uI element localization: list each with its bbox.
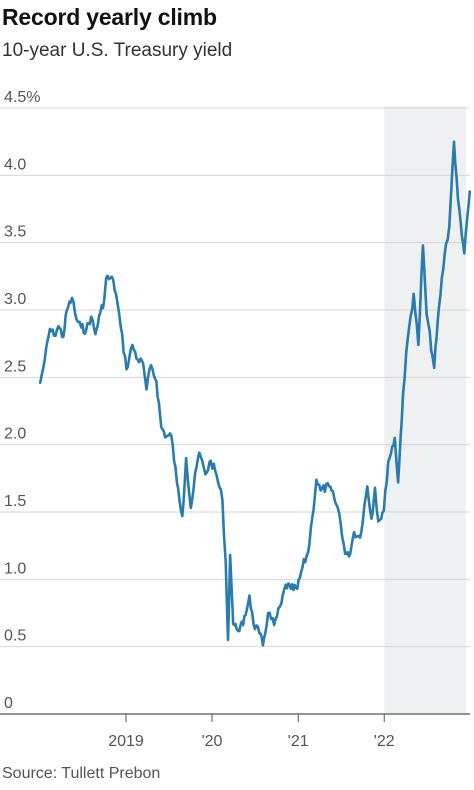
x-tick-label: '22 xyxy=(374,733,395,750)
y-tick-label: 3.0 xyxy=(4,291,26,308)
highlight-2022-region xyxy=(384,106,466,714)
y-tick-label: 2.0 xyxy=(4,426,26,443)
yield-series-line xyxy=(38,140,472,647)
x-tick-label: '20 xyxy=(202,733,223,750)
chart-subtitle: 10-year U.S. Treasury yield xyxy=(2,40,233,61)
x-tick-label: '21 xyxy=(288,733,309,750)
x-tick-label: 2019 xyxy=(108,733,144,750)
y-tick-label: 1.5 xyxy=(4,493,26,510)
y-tick-label: 0 xyxy=(4,695,13,712)
y-tick-label: 1.0 xyxy=(4,560,26,577)
y-tick-label: 3.5 xyxy=(4,224,26,241)
y-tick-label: 4.5% xyxy=(4,89,40,106)
chart-title: Record yearly climb xyxy=(2,4,217,30)
y-tick-label: 0.5 xyxy=(4,628,26,645)
y-tick-label: 2.5 xyxy=(4,358,26,375)
source-note: Source: Tullett Prebon xyxy=(2,765,161,782)
y-tick-label: 4.0 xyxy=(4,156,26,173)
